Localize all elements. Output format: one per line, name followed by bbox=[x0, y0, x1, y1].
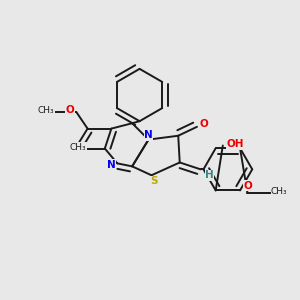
Text: N: N bbox=[107, 160, 116, 170]
Text: O: O bbox=[243, 181, 252, 191]
Text: OH: OH bbox=[226, 139, 244, 149]
Text: CH₃: CH₃ bbox=[38, 106, 54, 115]
Text: O: O bbox=[71, 142, 80, 152]
Text: H: H bbox=[205, 170, 214, 180]
Text: N: N bbox=[144, 130, 153, 140]
Text: O: O bbox=[199, 119, 208, 129]
Text: CH₃: CH₃ bbox=[271, 187, 288, 196]
Text: O: O bbox=[66, 106, 75, 116]
Text: CH₃: CH₃ bbox=[70, 142, 86, 152]
Text: S: S bbox=[151, 176, 158, 186]
